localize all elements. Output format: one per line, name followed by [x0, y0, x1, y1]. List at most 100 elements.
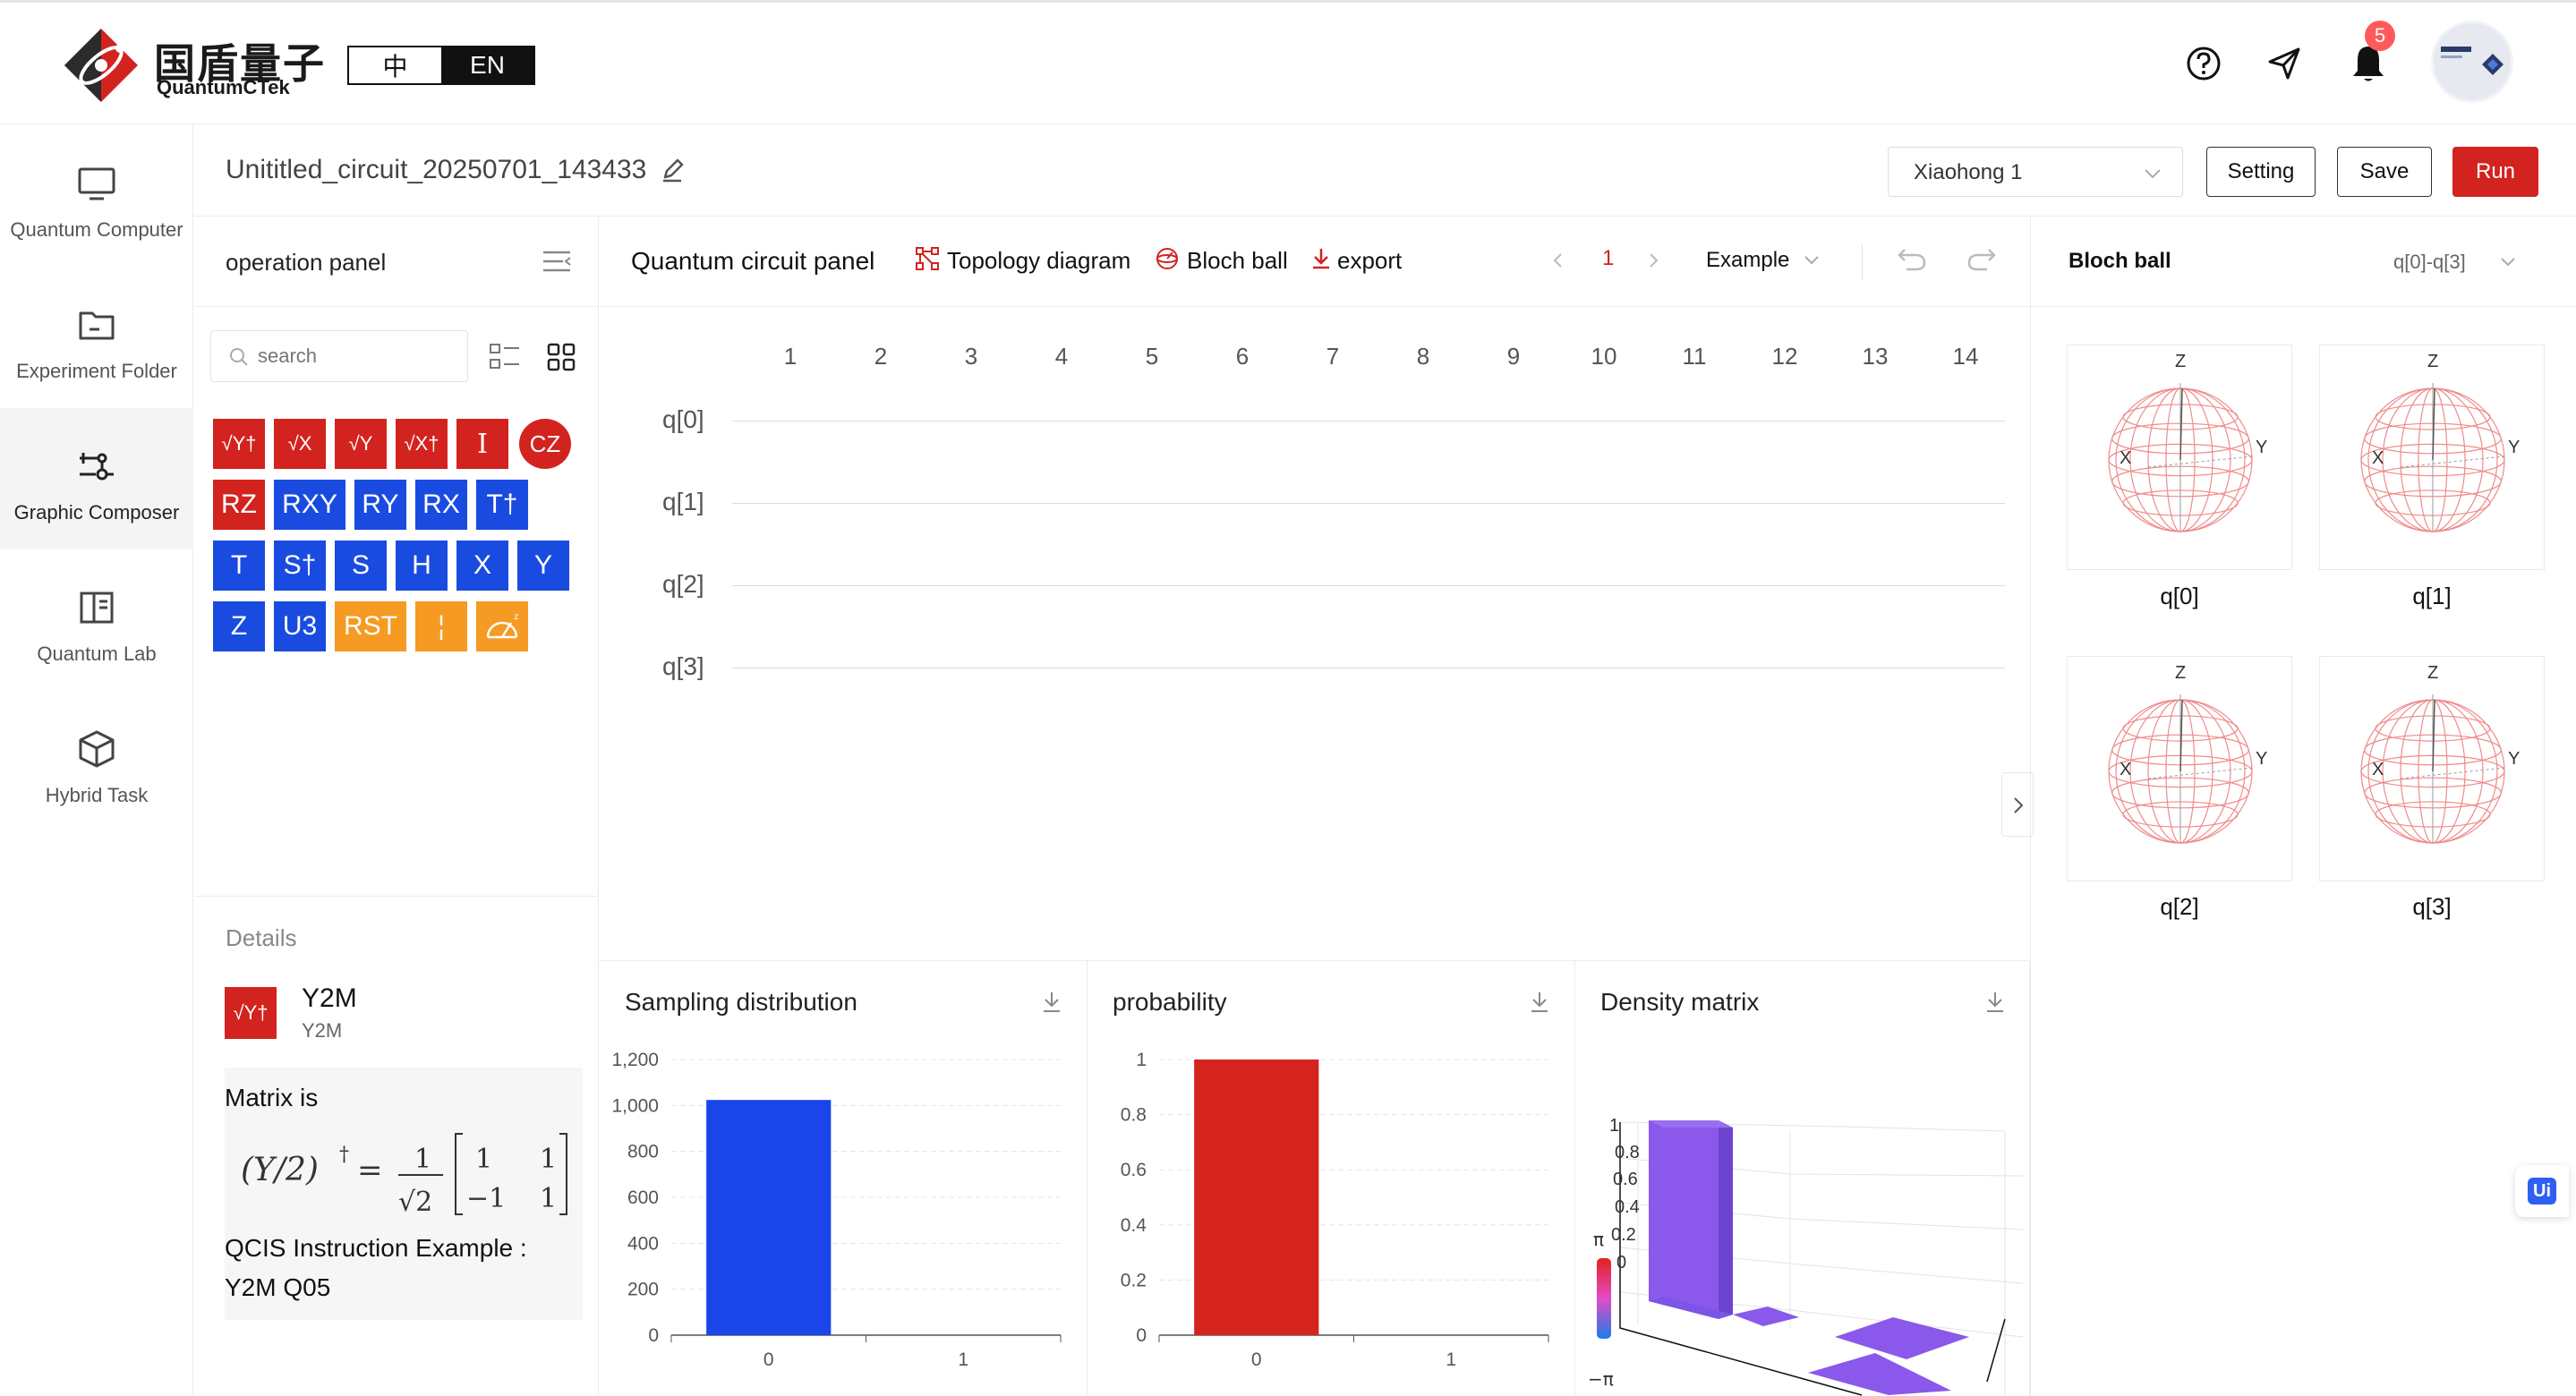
help-icon[interactable]	[2179, 38, 2229, 89]
y-tick-label: 1,200	[611, 1050, 659, 1070]
chevron-right-icon	[2014, 797, 2024, 813]
detail-gate-name: Y2M	[302, 983, 357, 1013]
phase-legend-min: −π	[1588, 1368, 1614, 1390]
gate-y[interactable]: Y	[517, 541, 569, 591]
download-icon[interactable]	[1983, 990, 2007, 1015]
export-link[interactable]: export	[1337, 247, 1403, 274]
composer-icon	[80, 453, 114, 481]
lang-en-button[interactable]: EN	[441, 47, 533, 83]
axis-label-y: Y	[2256, 438, 2267, 457]
page-next-icon[interactable]	[1645, 251, 1661, 269]
gate-i[interactable]: I	[456, 419, 508, 469]
sampling-bar-chart: 0 200 400 600 800 1,000 1,200 0 1	[611, 1050, 1062, 1370]
gate-s-dagger[interactable]: S†	[274, 541, 326, 591]
gate-sqrt-y-dagger[interactable]: √Y†	[213, 419, 265, 469]
axis-label-z: Z	[2427, 352, 2438, 371]
bloch-sphere-q0: Z X Y	[2067, 345, 2292, 570]
column-number: 7	[1326, 343, 1340, 370]
run-button[interactable]: Run	[2452, 147, 2538, 197]
save-button[interactable]: Save	[2337, 147, 2432, 197]
send-icon[interactable]	[2259, 38, 2309, 89]
gate-sqrt-x[interactable]: √X	[274, 419, 326, 469]
download-icon[interactable]	[1040, 990, 1063, 1015]
setting-button[interactable]: Setting	[2206, 147, 2316, 197]
example-select[interactable]: Example	[1706, 248, 1790, 272]
quantum-circuit-panel: Quantum circuit panel Topology diagram B…	[600, 217, 2041, 960]
nav-item-quantum-computer[interactable]: Quantum Computer	[0, 125, 193, 267]
gate-z[interactable]: Z	[213, 601, 265, 651]
x-tick-label: 0	[763, 1349, 774, 1370]
chart-title: probability	[1113, 988, 1227, 1016]
qubit-wire[interactable]	[732, 585, 2005, 586]
chart-title: Density matrix	[1600, 988, 1760, 1016]
bell-icon[interactable]	[2343, 38, 2393, 89]
axis-label-x: X	[2372, 760, 2384, 779]
gate-ry[interactable]: RY	[354, 480, 406, 530]
gate-cz[interactable]: CZ	[519, 419, 571, 469]
qubit-label: q[1]	[662, 488, 704, 515]
circuit-name: Unititled_circuit_20250701_143433	[226, 155, 647, 184]
redo-icon[interactable]	[1966, 244, 1998, 273]
nav-item-hybrid-task[interactable]: Hybrid Task	[0, 691, 193, 832]
user-avatar[interactable]	[2431, 21, 2513, 103]
gate-search[interactable]	[210, 330, 468, 382]
gate-t-dagger[interactable]: T†	[476, 480, 528, 530]
y-tick-label: 0.4	[1121, 1215, 1147, 1236]
qubit-wire[interactable]	[732, 503, 2005, 504]
nav-item-experiment-folder[interactable]: Experiment Folder	[0, 267, 193, 408]
page-number[interactable]: 1	[1602, 246, 1615, 270]
bloch-sphere-q3: Z X Y	[2319, 656, 2545, 881]
search-input[interactable]	[258, 342, 455, 370]
bloch-ball-link[interactable]: Bloch ball	[1187, 247, 1288, 274]
gate-sqrt-y[interactable]: √Y	[335, 419, 387, 469]
y-tick-label: 800	[627, 1142, 659, 1162]
page-prev-icon[interactable]	[1550, 251, 1566, 269]
gate-rxy[interactable]: RXY	[274, 480, 345, 530]
grid-view-icon[interactable]	[547, 343, 576, 371]
edit-icon[interactable]	[658, 156, 687, 184]
lang-cn-button[interactable]: 中	[349, 47, 441, 83]
app-header: 国盾量子 QuantumCTek 中 EN 5	[0, 3, 2576, 124]
nav-item-quantum-lab[interactable]: Quantum Lab	[0, 549, 193, 691]
device-select[interactable]: Xiaohong 1	[1888, 147, 2183, 197]
floating-helper-button[interactable]: Ui	[2515, 1165, 2569, 1217]
download-icon[interactable]	[1528, 990, 1551, 1015]
panel-toggle-button[interactable]	[2001, 772, 2034, 837]
gate-t[interactable]: T	[213, 541, 265, 591]
gate-barrier[interactable]: ¦	[415, 601, 467, 651]
bloch-panel-title: Bloch ball	[2068, 249, 2171, 273]
gate-s[interactable]: S	[335, 541, 387, 591]
left-nav: Quantum Computer Experiment Folder Graph…	[0, 125, 193, 1396]
gate-rz[interactable]: RZ	[213, 480, 265, 530]
gate-measure[interactable]: z	[476, 601, 528, 651]
qubit-range-select[interactable]: q[0]-q[3]	[2393, 251, 2466, 273]
download-icon	[1313, 249, 1329, 269]
svg-text:0.4: 0.4	[1615, 1197, 1640, 1217]
y-tick-label: 1	[1136, 1050, 1147, 1070]
gate-rst[interactable]: RST	[335, 601, 406, 651]
density-bar-tall	[1649, 1120, 1733, 1319]
svg-text:1: 1	[475, 1144, 492, 1175]
column-number: 4	[1054, 343, 1069, 370]
gate-x[interactable]: X	[456, 541, 508, 591]
bloch-qubit-label: q[1]	[2412, 583, 2452, 609]
density-matrix-panel: Density matrix 1 0.8 0.6 0.4	[1575, 960, 2030, 1396]
gate-rx[interactable]: RX	[415, 480, 467, 530]
y-axis	[2147, 455, 2253, 468]
axis-label-y: Y	[2256, 749, 2267, 769]
y-tick-label: 200	[627, 1280, 659, 1300]
bloch-sphere-q1: Z X Y	[2319, 345, 2545, 570]
y-axis	[2147, 767, 2253, 779]
gate-sqrt-x-dagger[interactable]: √X†	[396, 419, 448, 469]
topology-diagram-link[interactable]: Topology diagram	[947, 247, 1131, 274]
undo-icon[interactable]	[1896, 244, 1928, 273]
menu-collapse-icon[interactable]	[542, 246, 572, 277]
notification-badge: 5	[2365, 21, 2395, 51]
list-view-icon[interactable]	[490, 343, 520, 370]
column-number: 10	[1591, 343, 1617, 370]
gate-u3[interactable]: U3	[274, 601, 326, 651]
cube-icon	[79, 730, 115, 768]
gate-h[interactable]: H	[396, 541, 448, 591]
column-number: 14	[1952, 343, 1979, 370]
nav-item-graphic-composer[interactable]: Graphic Composer	[0, 408, 193, 549]
